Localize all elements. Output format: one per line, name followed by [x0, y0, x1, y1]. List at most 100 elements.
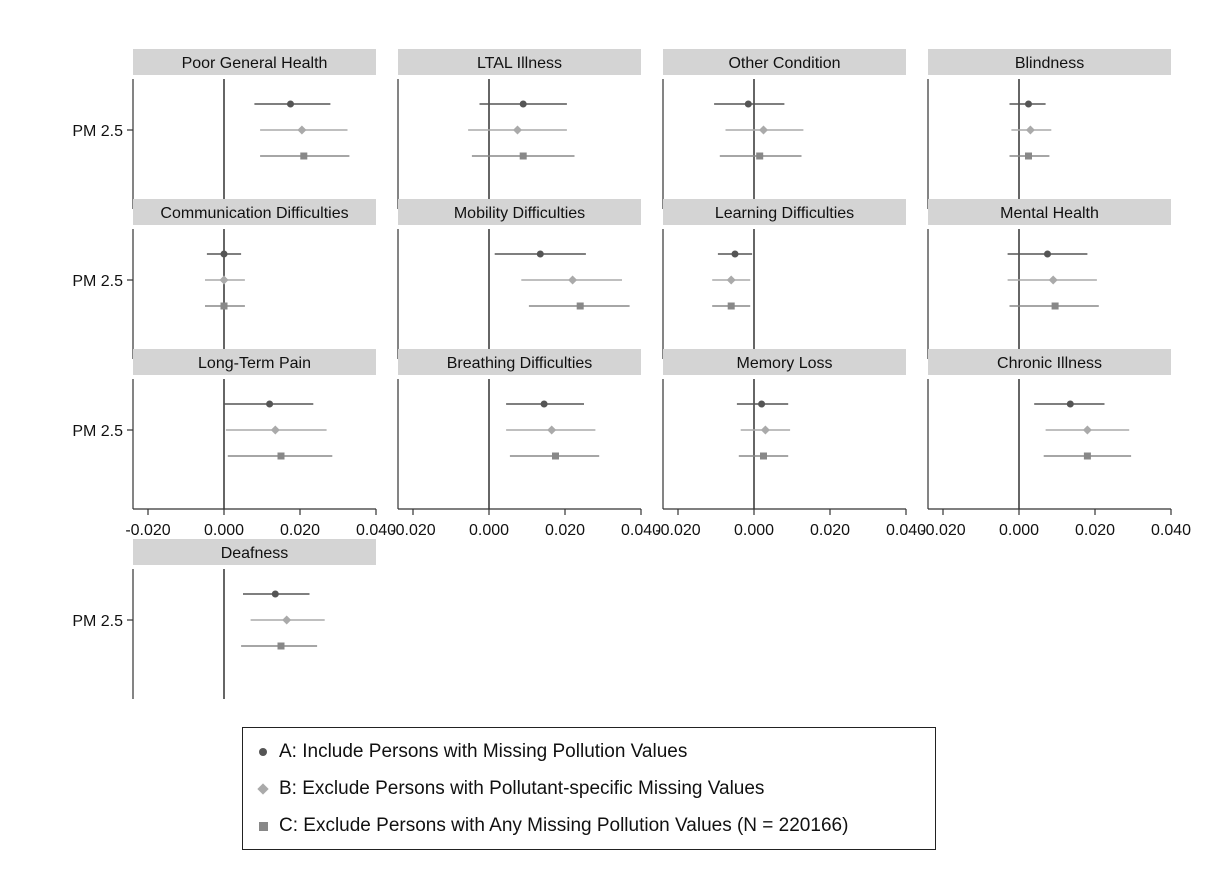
panel-title-learning-difficulties: Learning Difficulties: [715, 205, 854, 222]
x-tick-label: 0.020: [545, 522, 585, 539]
legend-item-c: C: Exclude Persons with Any Missing Poll…: [255, 813, 848, 839]
point-estimate-a: [266, 400, 274, 408]
circle-marker: [259, 748, 267, 756]
legend-item-b: B: Exclude Persons with Pollutant-specif…: [255, 776, 764, 802]
point-estimate-c: [277, 452, 285, 460]
panel-title-bg-long-term-pain: [133, 349, 376, 375]
chart-canvas: Poor General Health PM 2.5 LTAL Illness Oth…: [72, 49, 1191, 699]
x-tick-label: 0.000: [469, 522, 509, 539]
point-estimate-c: [552, 452, 559, 460]
panel-title-bg-deafness: [133, 539, 376, 565]
x-tick-label: 0.000: [999, 522, 1039, 539]
point-estimate-a: [744, 100, 752, 108]
x-tick-label: -0.020: [390, 522, 435, 539]
x-tick-label: -0.020: [655, 522, 700, 539]
point-estimate-a: [287, 100, 294, 108]
point-estimate-b: [219, 275, 229, 285]
panel-title-communication-difficulties: Communication Difficulties: [160, 205, 348, 222]
legend-label-b: B: Exclude Persons with Pollutant-specif…: [279, 778, 765, 799]
point-estimate-b: [297, 125, 307, 135]
panel-title-memory-loss: Memory Loss: [736, 355, 832, 372]
point-estimate-a: [1025, 100, 1032, 108]
point-estimate-b: [513, 125, 522, 135]
x-tick-label: 0.020: [1075, 522, 1115, 539]
point-estimate-a: [731, 250, 739, 258]
panel-title-bg-blindness: [928, 49, 1171, 75]
point-estimate-b: [726, 275, 736, 285]
point-estimate-b: [759, 125, 768, 135]
point-estimate-b: [282, 615, 292, 625]
point-estimate-a: [1066, 400, 1074, 408]
point-estimate-a: [519, 100, 527, 108]
panel-title-chronic-illness: Chronic Illness: [997, 355, 1102, 372]
x-tick-label: 0.040: [886, 522, 926, 539]
row-label: PM 2.5: [72, 423, 123, 440]
legend-label-c: C: Exclude Persons with Any Missing Poll…: [279, 815, 849, 836]
panel-title-bg-communication-difficulties: [133, 199, 376, 225]
point-estimate-b: [547, 425, 557, 435]
point-estimate-b: [1025, 125, 1035, 135]
panel-title-poor-general-health: Poor General Health: [182, 55, 328, 72]
x-tick-label: 0.020: [280, 522, 320, 539]
x-tick-label: -0.020: [125, 522, 170, 539]
x-tick-label: 0.000: [734, 522, 774, 539]
point-estimate-c: [1025, 152, 1032, 160]
panel-title-bg-ltal-illness: [398, 49, 641, 75]
panel-title-breathing-difficulties: Breathing Difficulties: [447, 355, 593, 372]
panel-title-mobility-difficulties: Mobility Difficulties: [454, 205, 585, 222]
panel-title-other-condition: Other Condition: [728, 55, 840, 72]
point-estimate-c: [756, 152, 764, 160]
x-tick-label: 0.040: [356, 522, 396, 539]
point-estimate-b: [270, 425, 280, 435]
x-tick-label: -0.020: [920, 522, 965, 539]
point-estimate-b: [1048, 275, 1058, 285]
panel-title-bg-chronic-illness: [928, 349, 1171, 375]
point-estimate-a: [220, 250, 228, 258]
legend: A: Include Persons with Missing Pollutio…: [242, 727, 936, 850]
x-tick-label: 0.000: [204, 522, 244, 539]
point-estimate-c: [760, 452, 767, 460]
point-estimate-b: [1082, 425, 1092, 435]
legend-marker-square-icon: [255, 818, 271, 834]
point-estimate-c: [220, 302, 228, 310]
point-estimate-a: [758, 400, 766, 408]
panel-title-bg-learning-difficulties: [663, 199, 906, 225]
legend-marker-diamond-icon: [255, 781, 271, 797]
point-estimate-c: [727, 302, 735, 310]
x-tick-label: 0.020: [810, 522, 850, 539]
point-estimate-a: [271, 590, 279, 598]
panel-title-ltal-illness: LTAL Illness: [477, 55, 562, 72]
point-estimate-a: [540, 400, 548, 408]
panel-title-long-term-pain: Long-Term Pain: [198, 355, 311, 372]
point-estimate-a: [536, 250, 544, 258]
x-tick-label: 0.040: [1151, 522, 1191, 539]
legend-marker-circle-icon: [255, 744, 271, 760]
diamond-marker: [257, 783, 269, 795]
point-estimate-c: [519, 152, 527, 160]
point-estimate-c: [1083, 452, 1091, 460]
panel-title-bg-memory-loss: [663, 349, 906, 375]
row-label: PM 2.5: [72, 613, 123, 630]
panel-title-bg-breathing-difficulties: [398, 349, 641, 375]
legend-item-a: A: Include Persons with Missing Pollutio…: [255, 739, 687, 765]
square-marker: [258, 821, 268, 831]
panel-title-mental-health: Mental Health: [1000, 205, 1099, 222]
point-estimate-a: [1044, 250, 1051, 258]
row-label: PM 2.5: [72, 123, 123, 140]
x-tick-label: 0.040: [621, 522, 661, 539]
row-label: PM 2.5: [72, 273, 123, 290]
point-estimate-b: [760, 425, 770, 435]
point-estimate-b: [568, 275, 578, 285]
point-estimate-c: [576, 302, 584, 310]
point-estimate-c: [277, 642, 285, 650]
point-estimate-c: [1051, 302, 1059, 310]
panel-title-deafness: Deafness: [221, 545, 289, 562]
panel-title-bg-poor-general-health: [133, 49, 376, 75]
panel-title-bg-mental-health: [928, 199, 1171, 225]
legend-label-a: A: Include Persons with Missing Pollutio…: [279, 741, 688, 762]
panel-title-bg-mobility-difficulties: [398, 199, 641, 225]
point-estimate-c: [300, 152, 308, 160]
panel-title-bg-other-condition: [663, 49, 906, 75]
panel-title-blindness: Blindness: [1015, 55, 1084, 72]
